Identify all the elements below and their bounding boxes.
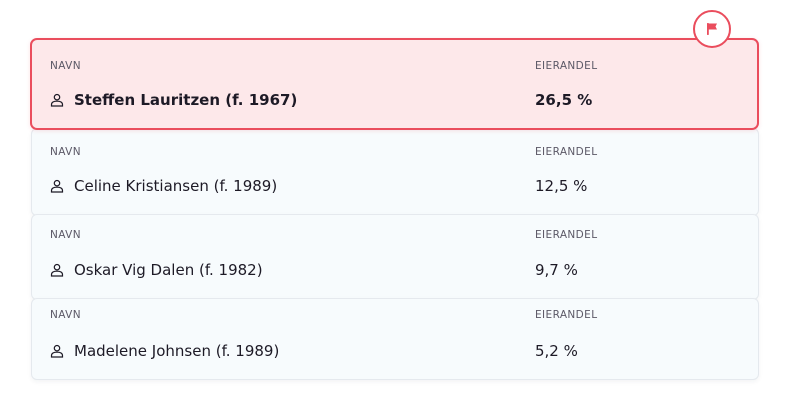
share-column-label: EIERANDEL	[535, 309, 598, 321]
person-icon	[50, 179, 64, 193]
owner-share: 26,5 %	[535, 91, 593, 109]
name-column-label: NAVN	[50, 229, 82, 241]
owner-name-row: Madelene Johnsen (f. 1989)	[50, 342, 279, 360]
share-column-label: EIERANDEL	[535, 229, 598, 241]
person-icon	[50, 263, 64, 277]
flag-icon	[707, 23, 717, 35]
owner-card-flagged[interactable]: NAVN EIERANDEL Steffen Lauritzen (f. 196…	[30, 38, 759, 130]
owner-name: Steffen Lauritzen (f. 1967)	[74, 91, 298, 109]
owner-name: Madelene Johnsen (f. 1989)	[74, 342, 280, 360]
flag-button[interactable]	[693, 10, 731, 48]
owner-card[interactable]: NAVN EIERANDEL Celine Kristiansen (f. 19…	[31, 128, 759, 216]
share-column-label: EIERANDEL	[535, 146, 598, 158]
share-column-label: EIERANDEL	[535, 60, 598, 72]
owner-share: 12,5 %	[535, 177, 588, 195]
owner-share: 5,2 %	[535, 342, 578, 360]
owner-name-row: Celine Kristiansen (f. 1989)	[50, 177, 277, 195]
owner-name: Oskar Vig Dalen (f. 1982)	[74, 261, 263, 279]
person-icon	[50, 93, 64, 107]
name-column-label: NAVN	[50, 60, 82, 72]
owner-card[interactable]: NAVN EIERANDEL Oskar Vig Dalen (f. 1982)…	[31, 214, 759, 300]
owner-name-row: Steffen Lauritzen (f. 1967)	[50, 91, 297, 109]
owner-card[interactable]: NAVN EIERANDEL Madelene Johnsen (f. 1989…	[31, 298, 759, 380]
name-column-label: NAVN	[50, 146, 82, 158]
owner-name: Celine Kristiansen (f. 1989)	[74, 177, 278, 195]
person-icon	[50, 344, 64, 358]
owner-share: 9,7 %	[535, 261, 578, 279]
name-column-label: NAVN	[50, 309, 82, 321]
owner-name-row: Oskar Vig Dalen (f. 1982)	[50, 261, 263, 279]
